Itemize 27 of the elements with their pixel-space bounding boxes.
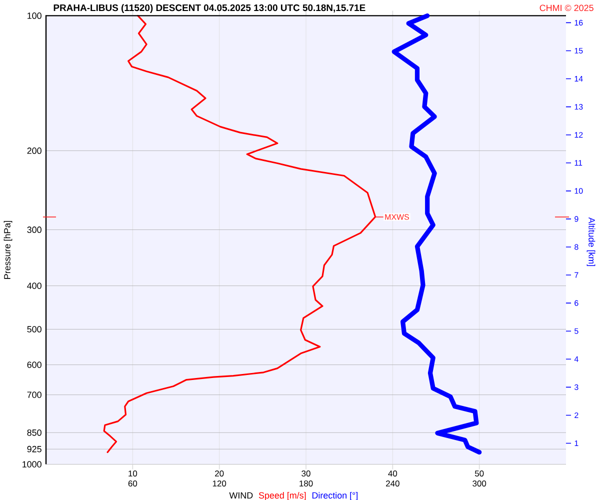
x-tick-label: 50 — [474, 470, 484, 476]
x-axis-title: WIND — [229, 492, 253, 498]
text: Direction [°] — [312, 492, 358, 500]
text: Speed [m/s] — [258, 492, 306, 500]
x-tick-label: 40 — [388, 470, 398, 476]
y-tick-label: 925 — [27, 446, 42, 452]
x2-tick-label: 120 — [212, 480, 226, 486]
y-tick-label: 1000 — [22, 461, 42, 468]
y-tick-label: 700 — [27, 392, 42, 398]
y-tick-label: 300 — [27, 226, 42, 233]
chart-title: PRAHA-LIBUS (11520) DESCENT 04.05.2025 13:00 UTC 50.18N,15.71E — [54, 4, 366, 13]
x-tick-label: 30 — [302, 470, 310, 476]
x2-tick-label: 60 — [128, 480, 138, 486]
x-tick-label: 20 — [215, 470, 224, 476]
x2-tick-label: 240 — [386, 480, 400, 486]
y-tick-label: 400 — [27, 282, 42, 289]
text: CHMI © 2025 — [540, 4, 594, 12]
y-tick-label: 200 — [27, 148, 42, 154]
y-tick-label: 500 — [27, 326, 42, 332]
x-tick-label: 10 — [128, 470, 138, 476]
y-tick-label: 850 — [27, 429, 42, 436]
y-tick-label: 100 — [28, 12, 42, 19]
x2-tick-label: 180 — [300, 480, 313, 486]
x2-tick-label: 300 — [472, 480, 486, 486]
y-tick-label: 600 — [27, 362, 42, 368]
y2-axis-title: Altitude [km] — [586, 217, 596, 266]
y-axis-title: Pressure [hPa] — [4, 220, 12, 279]
